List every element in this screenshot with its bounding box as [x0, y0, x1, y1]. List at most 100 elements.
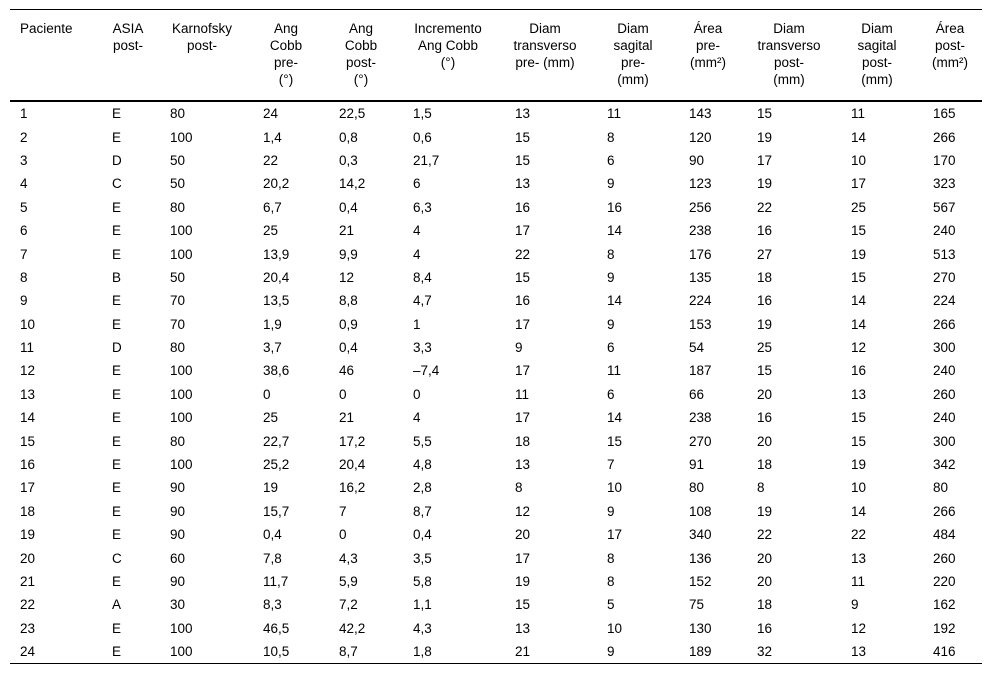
cell-paciente: 13 [20, 386, 36, 402]
cell-paciente: 4 [20, 176, 28, 192]
cell-karnofsky_post: 100 [170, 410, 193, 426]
cell-incremento_ang_cobb: 5,8 [413, 574, 432, 589]
cell-incremento_ang_cobb: 0,6 [413, 129, 432, 145]
cell-ang_cobb_pre: 0,4 [263, 527, 282, 543]
cell-ang_cobb_post: 5,9 [339, 574, 358, 589]
cell-diam_transverso_post: 15 [757, 106, 773, 122]
cell-diam_transverso_post: 19 [757, 176, 773, 192]
col-header-ang-cobb-pre: Ang Cobb pre- (°) [269, 21, 303, 87]
cell-diam_sagital_pre: 11 [607, 106, 622, 122]
cell-karnofsky_post: 50 [170, 176, 186, 192]
cell-area_post: 266 [933, 316, 956, 332]
cell-ang_cobb_pre: 11,7 [263, 574, 289, 589]
cell-diam_sagital_pre: 8 [607, 246, 615, 262]
table-row: 8 B 50 20,4 12 8,4 15 9 135 18 15 270 [10, 266, 982, 289]
cell-paciente: 8 [20, 269, 28, 285]
table-header: Paciente ASIA post- Karnofsky post- Ang … [10, 9, 982, 101]
cell-asia_post: E [112, 386, 122, 402]
cell-area_pre: 270 [689, 433, 712, 449]
cell-diam_sagital_pre: 10 [607, 620, 623, 636]
cell-paciente: 16 [20, 457, 36, 473]
cell-diam_transverso_post: 20 [757, 386, 773, 402]
table-row: 17 E 90 19 16,2 2,8 8 10 80 8 10 80 [10, 476, 982, 499]
cell-asia_post: E [112, 410, 122, 426]
cell-asia_post: E [112, 246, 122, 262]
cell-asia_post: A [112, 597, 122, 613]
cell-ang_cobb_post: 21 [339, 410, 355, 426]
cell-asia_post: E [112, 199, 122, 215]
table-row: 22 A 30 8,3 7,2 1,1 15 5 75 18 9 162 [10, 593, 982, 616]
cell-diam_transverso_post: 18 [757, 597, 773, 613]
cell-area_pre: 238 [689, 223, 712, 239]
cell-ang_cobb_post: 8,8 [339, 293, 358, 309]
cell-diam_transverso_pre: 15 [515, 269, 531, 285]
cell-ang_cobb_pre: 20,4 [263, 269, 290, 285]
cell-ang_cobb_pre: 25 [263, 410, 279, 426]
cell-diam_transverso_post: 22 [757, 199, 773, 215]
cell-ang_cobb_pre: 22,7 [263, 433, 290, 449]
cell-ang_cobb_pre: 6,7 [263, 199, 282, 215]
cell-karnofsky_post: 70 [170, 293, 186, 309]
cell-ang_cobb_pre: 10,5 [263, 644, 290, 660]
cell-ang_cobb_post: 22,5 [339, 106, 366, 122]
cell-diam_sagital_pre: 9 [607, 176, 615, 192]
cell-asia_post: E [112, 363, 122, 379]
table-row: 5 E 80 6,7 0,4 6,3 16 16 256 22 25 567 [10, 196, 982, 219]
cell-paciente: 20 [20, 550, 36, 566]
cell-diam_sagital_post: 15 [851, 433, 867, 449]
cell-diam_sagital_pre: 7 [607, 457, 615, 473]
cell-area_pre: 66 [689, 386, 705, 402]
cell-diam_transverso_pre: 19 [515, 574, 531, 589]
cell-ang_cobb_post: 42,2 [339, 620, 366, 636]
cell-karnofsky_post: 100 [170, 223, 193, 239]
table-row: 20 C 60 7,8 4,3 3,5 17 8 136 20 13 260 [10, 546, 982, 569]
cell-diam_transverso_post: 22 [757, 527, 773, 543]
cell-diam_transverso_post: 20 [757, 550, 773, 566]
cell-diam_transverso_post: 16 [757, 410, 773, 426]
cell-diam_transverso_pre: 21 [515, 644, 531, 660]
cell-karnofsky_post: 50 [170, 269, 186, 285]
cell-diam_sagital_pre: 11 [607, 363, 622, 379]
cell-area_pre: 136 [689, 550, 712, 566]
cell-area_post: 260 [933, 550, 956, 566]
cell-diam_sagital_post: 15 [851, 269, 867, 285]
cell-asia_post: E [112, 644, 122, 660]
cell-incremento_ang_cobb: 1,1 [413, 597, 432, 613]
col-header-incremento-ang-cobb: Incremento Ang Cobb (°) [414, 21, 482, 70]
cell-paciente: 1 [20, 106, 28, 122]
cell-area_pre: 340 [689, 527, 712, 543]
cell-area_pre: 238 [689, 410, 712, 426]
table-row: 6 E 100 25 21 4 17 14 238 16 15 240 [10, 219, 982, 242]
cell-diam_sagital_post: 11 [851, 574, 866, 589]
patients-table: Paciente ASIA post- Karnofsky post- Ang … [10, 9, 982, 664]
cell-area_pre: 108 [689, 503, 712, 519]
cell-ang_cobb_pre: 38,6 [263, 363, 290, 379]
cell-diam_sagital_post: 15 [851, 410, 867, 426]
cell-karnofsky_post: 70 [170, 316, 186, 332]
table-row: 15 E 80 22,7 17,2 5,5 18 15 270 20 15 300 [10, 429, 982, 452]
cell-karnofsky_post: 80 [170, 433, 186, 449]
cell-diam_sagital_post: 14 [851, 129, 867, 145]
cell-paciente: 7 [20, 246, 28, 262]
cell-diam_transverso_post: 15 [757, 363, 773, 379]
cell-diam_transverso_post: 16 [757, 223, 773, 239]
table-row: 7 E 100 13,9 9,9 4 22 8 176 27 19 513 [10, 242, 982, 265]
cell-ang_cobb_pre: 1,4 [263, 129, 282, 145]
cell-area_post: 342 [933, 457, 956, 473]
cell-area_post: 484 [933, 527, 956, 543]
table-row: 13 E 100 0 0 0 11 6 66 20 13 260 [10, 383, 982, 406]
cell-diam_sagital_post: 17 [851, 176, 867, 192]
cell-diam_transverso_pre: 17 [515, 410, 531, 426]
cell-incremento_ang_cobb: 0,4 [413, 527, 432, 543]
cell-area_pre: 153 [689, 316, 712, 332]
cell-paciente: 2 [20, 129, 28, 145]
table-row: 10 E 70 1,9 0,9 1 17 9 153 19 14 266 [10, 313, 982, 336]
cell-diam_sagital_pre: 6 [607, 386, 615, 402]
cell-ang_cobb_pre: 7,8 [263, 550, 282, 566]
cell-incremento_ang_cobb: 1 [413, 316, 421, 332]
cell-diam_transverso_pre: 17 [515, 363, 531, 379]
cell-asia_post: E [112, 316, 122, 332]
col-header-diam-sagital-post: Diam sagital post- (mm) [857, 21, 897, 87]
cell-paciente: 9 [20, 293, 28, 309]
cell-diam_sagital_post: 19 [851, 457, 867, 473]
